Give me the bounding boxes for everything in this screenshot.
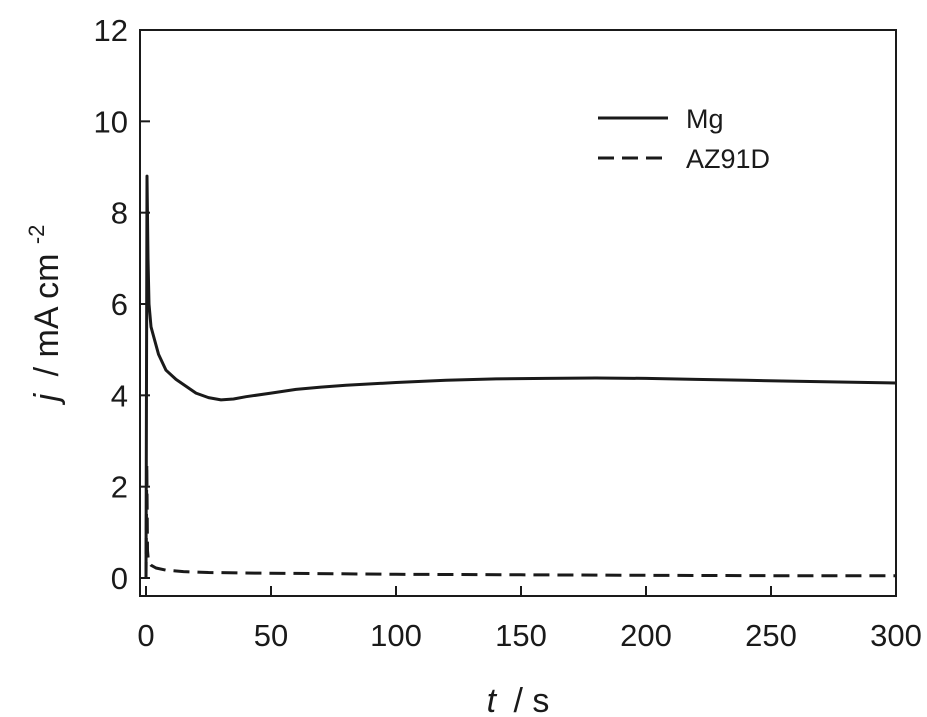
- y-tick-label: 6: [111, 287, 128, 322]
- y-tick-label: 4: [111, 378, 128, 413]
- y-tick-label: 12: [94, 13, 128, 48]
- x-tick-label: 100: [370, 618, 422, 653]
- series-line-az91d: [144, 462, 896, 579]
- legend-label-mg: Mg: [686, 104, 724, 134]
- x-tick-label: 50: [254, 618, 288, 653]
- y-axis-title: j / mA cm -2: [24, 225, 66, 406]
- x-tick-label: 250: [745, 618, 797, 653]
- y-tick-label: 0: [111, 561, 128, 596]
- x-tick-label: 300: [870, 618, 922, 653]
- y-axis-ticks: 0 2 4 6 8 10 12: [94, 13, 150, 596]
- series-line-mg: [144, 174, 897, 579]
- y-axis-variable: j: [28, 392, 66, 405]
- legend: Mg AZ91D: [598, 104, 770, 174]
- y-axis-unit-exponent: -2: [24, 225, 49, 245]
- x-axis-ticks: 0 50 100 150 200 250 300: [137, 586, 922, 653]
- y-axis-unit: / mA cm: [28, 254, 66, 377]
- x-axis-variable: t: [487, 682, 498, 717]
- x-tick-label: 200: [620, 618, 672, 653]
- x-tick-label: 150: [495, 618, 547, 653]
- x-tick-label: 0: [137, 618, 154, 653]
- x-axis-title: t / s: [487, 682, 550, 717]
- y-tick-label: 10: [94, 104, 128, 139]
- legend-label-az91d: AZ91D: [686, 144, 770, 174]
- y-tick-label: 8: [111, 196, 128, 231]
- series-layer: [144, 174, 897, 579]
- plot-frame: [139, 29, 897, 597]
- x-axis-unit: / s: [514, 682, 550, 717]
- y-tick-label: 2: [111, 470, 128, 505]
